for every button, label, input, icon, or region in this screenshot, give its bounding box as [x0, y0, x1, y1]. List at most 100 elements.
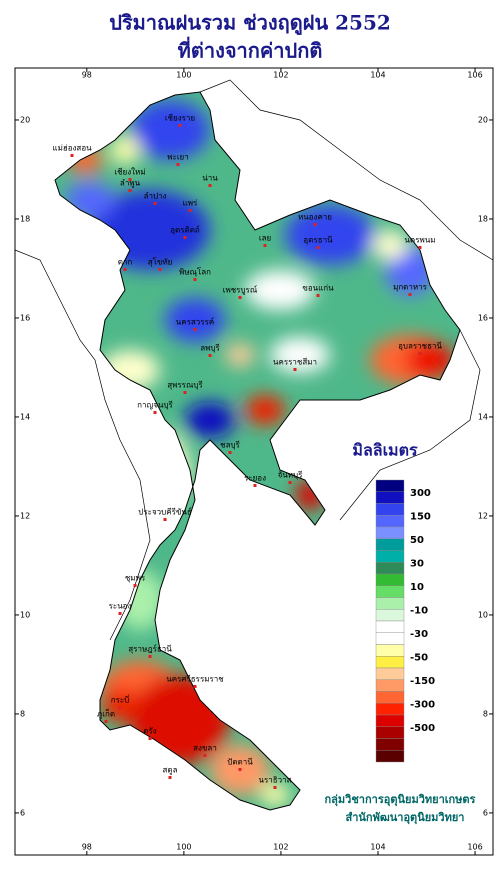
y-tick-label: 10 [478, 610, 488, 619]
legend-swatch [375, 667, 405, 680]
province-label: เชียงใหม่ [114, 168, 145, 177]
province-label: กาญจนบุรี [137, 401, 173, 410]
legend-label: -500 [410, 723, 435, 734]
x-tick-label: 102 [273, 71, 288, 80]
province-label: สงขลา [193, 744, 217, 753]
province-marker [148, 655, 152, 658]
y-tick-label: 14 [20, 412, 30, 421]
province-label: นราธิวาส [258, 776, 291, 785]
legend-swatch [375, 550, 405, 563]
province-label: นครพนม [404, 236, 435, 245]
legend-swatch [375, 750, 405, 763]
x-tick-label: 100 [176, 71, 191, 80]
province-marker [158, 268, 162, 271]
x-tick-label: 106 [467, 843, 482, 852]
province-label: กระบี่ [111, 694, 130, 705]
y-tick-label: 10 [20, 610, 30, 619]
x-tick-label: 104 [370, 71, 385, 80]
x-tick-label: 98 [82, 843, 92, 852]
legend-swatch [375, 620, 405, 633]
legend-swatch [375, 691, 405, 704]
legend-swatch [375, 726, 405, 739]
province-label: ชุมพร [125, 574, 146, 583]
province-label: แพร่ [183, 199, 198, 208]
legend-swatch [375, 526, 405, 539]
y-tick-label: 20 [478, 115, 488, 124]
y-tick-label: 8 [20, 709, 25, 718]
province-marker [123, 268, 127, 271]
province-label: จันทบุรี [278, 471, 304, 480]
province-label: สตูล [163, 766, 178, 776]
province-label: สุพรรณบุรี [167, 381, 203, 390]
province-label: ตรัง [143, 727, 156, 736]
province-marker [133, 584, 137, 587]
province-marker [208, 184, 212, 187]
province-marker [163, 518, 167, 521]
province-marker [263, 244, 267, 247]
province-marker [193, 278, 197, 281]
province-marker [153, 411, 157, 414]
province-marker [70, 154, 74, 157]
legend-swatch [375, 573, 405, 586]
legend-swatch [375, 538, 405, 551]
legend-label: -300 [410, 699, 435, 710]
province-label: ชลบุรี [220, 441, 240, 450]
province-label: ภูเก็ต [97, 709, 115, 720]
legend-swatch [375, 632, 405, 645]
legend-swatch [375, 515, 405, 528]
y-tick-label: 18 [478, 214, 488, 223]
y-tick-label: 6 [20, 808, 25, 817]
legend-label: 50 [410, 535, 424, 546]
province-label: ระนอง [109, 602, 132, 611]
x-tick-label: 98 [82, 71, 92, 80]
legend-swatch [375, 479, 405, 492]
province-marker [316, 294, 320, 297]
province-marker [418, 352, 422, 355]
province-label: ขอนแก่น [302, 284, 334, 293]
province-marker [238, 768, 242, 771]
province-marker [238, 296, 242, 299]
province-label: อุบลราชธานี [398, 342, 442, 351]
province-label: นครสวรรค์ [176, 317, 214, 327]
province-label: หนองคาย [298, 213, 332, 222]
province-label: ลำพูน [120, 179, 141, 189]
x-tick-label: 102 [273, 843, 288, 852]
legend-swatch [375, 503, 405, 516]
title-line-1: ปริมาณฝนรวม ช่วงฤดูฝน 2552 [109, 11, 391, 37]
province-label: ระยอง [244, 474, 266, 483]
y-tick-label: 12 [20, 511, 30, 520]
province-marker [293, 368, 297, 371]
province-marker [153, 202, 157, 205]
y-tick-label: 20 [20, 115, 30, 124]
province-label: อุตรดิตถ์ [170, 225, 200, 235]
province-marker [408, 293, 412, 296]
x-tick-label: 100 [176, 843, 191, 852]
province-marker [228, 451, 232, 454]
legend-label: 300 [410, 488, 431, 499]
legend-label: -150 [410, 676, 435, 687]
legend-swatch [375, 714, 405, 727]
province-marker [273, 786, 277, 789]
province-label: เพชรบูรณ์ [223, 285, 258, 296]
province-marker [183, 236, 187, 239]
province-marker [193, 328, 197, 331]
province-label: น่าน [202, 174, 218, 183]
province-marker [316, 246, 320, 249]
legend-label: 150 [410, 511, 431, 522]
legend-swatch [375, 585, 405, 598]
y-tick-label: 12 [478, 511, 488, 520]
legend-label: -30 [410, 629, 428, 640]
y-tick-label: 6 [483, 808, 488, 817]
province-label: ประจวบคีรีขันธ์ [138, 507, 192, 517]
province-marker [288, 481, 292, 484]
legend-label: -10 [410, 605, 428, 616]
province-label: อุดรธานี [303, 236, 333, 245]
footer-line-2: สำนักพัฒนาอุตุนิยมวิทยา [346, 811, 465, 825]
legend-swatch [375, 491, 405, 504]
province-marker [128, 178, 132, 181]
legend-swatch [375, 597, 405, 610]
legend-title: มิลลิเมตร [352, 441, 418, 460]
province-label: พะเยา [167, 153, 188, 162]
province-marker [178, 124, 182, 127]
y-tick-label: 16 [478, 313, 488, 322]
